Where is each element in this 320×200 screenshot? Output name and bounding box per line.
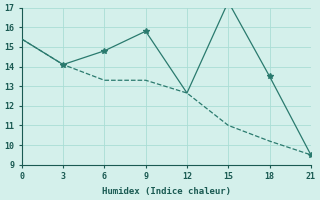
- X-axis label: Humidex (Indice chaleur): Humidex (Indice chaleur): [102, 187, 231, 196]
